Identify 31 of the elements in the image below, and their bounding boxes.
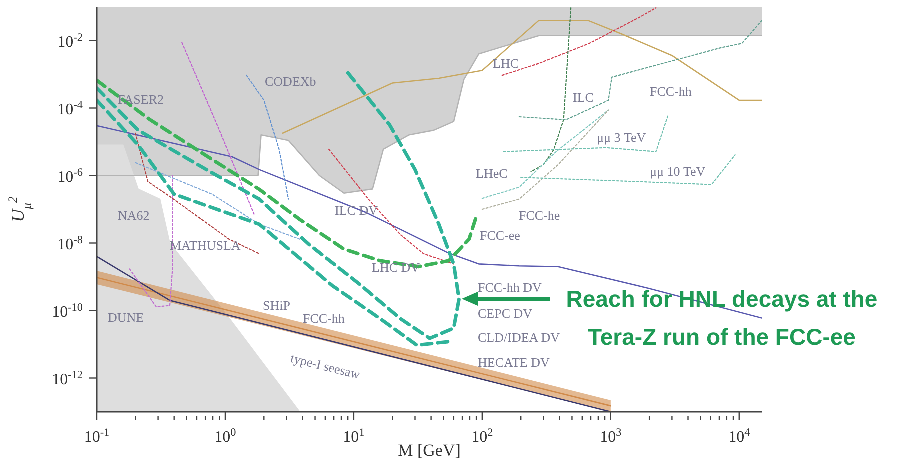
annotation: CODEXb — [265, 74, 316, 89]
y-tick-label: 10$^{-2}$ — [58, 32, 83, 51]
annotation: DUNE — [108, 310, 144, 325]
annotation: LHC — [493, 56, 519, 71]
annotation: ILC — [573, 90, 594, 105]
x-tick-label: 10$^{4}$ — [728, 427, 751, 446]
annotation: CEPC DV — [478, 306, 534, 321]
x-axis-title: M [GeV] — [398, 441, 461, 460]
annotation: NA62 — [118, 208, 150, 223]
annotation: type-I seesaw — [289, 350, 362, 382]
annotation: μμ 3 TeV — [597, 130, 647, 145]
x-tick-label: 10$^{0}$ — [214, 427, 237, 446]
annotation: μμ 10 TeV — [650, 164, 706, 179]
annotation: FCC-hh — [650, 84, 692, 99]
annotation: HECATE DV — [478, 355, 550, 370]
annotation: FCC-hh DV — [478, 280, 543, 295]
x-tick-label: 10$^{-1}$ — [84, 427, 110, 446]
y-tick-label: 10$^{-6}$ — [58, 166, 84, 186]
x-tick-label: 10$^{1}$ — [343, 427, 365, 446]
annotation: FCC-ee — [480, 228, 521, 243]
y-tick-label: 10$^{-10}$ — [52, 302, 84, 321]
annotation: CLD/IDEA DV — [478, 330, 561, 345]
y-tick-label: 10$^{-12}$ — [52, 369, 83, 388]
y-tick-label: 10$^{-4}$ — [58, 99, 84, 118]
annotation: LHeC — [476, 166, 508, 181]
x-tick-label: 10$^{2}$ — [472, 427, 494, 446]
annotation: FCC-he — [519, 208, 560, 223]
annotation: SHiP — [263, 298, 290, 313]
y-tick-label: 10$^{-8}$ — [58, 234, 84, 254]
annotation: FCC-hh — [303, 311, 346, 326]
x-tick-label: 10$^{3}$ — [600, 427, 622, 446]
